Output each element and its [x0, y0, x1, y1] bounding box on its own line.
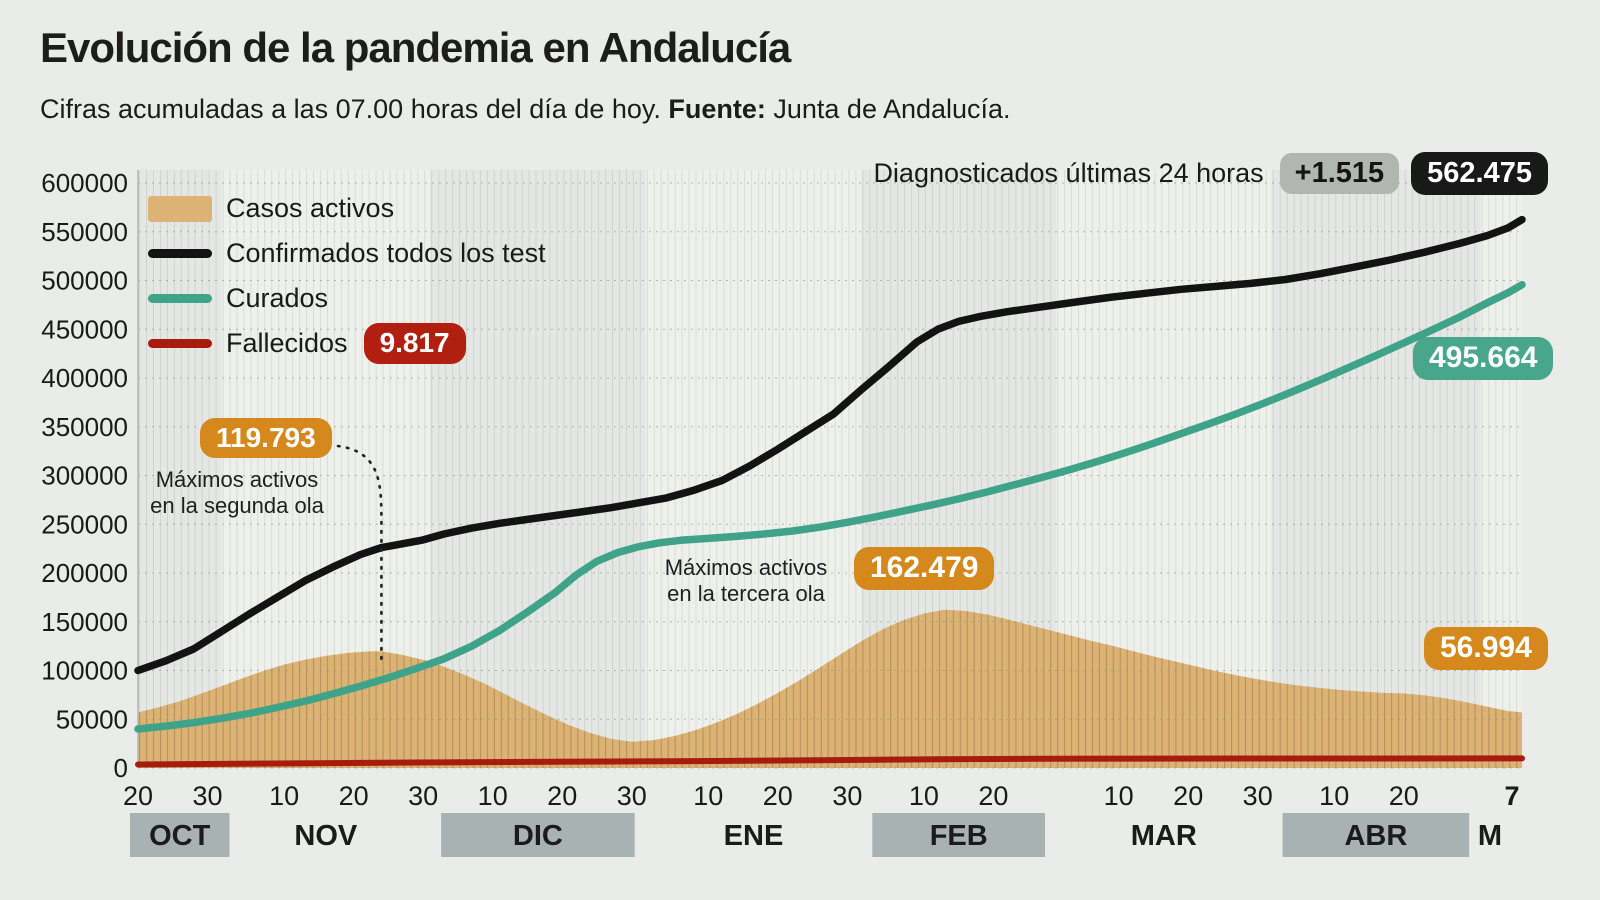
svg-text:ENE: ENE — [724, 820, 784, 852]
svg-text:450000: 450000 — [41, 314, 128, 344]
second-wave-max-badge: 119.793 — [200, 418, 332, 459]
daily-gridlines — [138, 170, 1522, 768]
annotation-line: en la tercera ola — [667, 580, 825, 606]
svg-text:20: 20 — [339, 781, 369, 811]
annotation-line: Máximos activos — [664, 555, 828, 580]
x-axis-labels: 20 30 10 20 30 10 20 30 10 20 30 10 20 10 20 30 10 20 7 — [123, 781, 1520, 811]
svg-text:20: 20 — [123, 781, 153, 811]
fallecidos-line — [135, 755, 1525, 768]
activos-current-badge: 56.994 — [1424, 627, 1548, 670]
svg-text:150000: 150000 — [41, 607, 128, 637]
svg-text:FEB: FEB — [930, 820, 988, 852]
svg-text:30: 30 — [1243, 781, 1273, 811]
casos-activos-swatch — [148, 195, 212, 222]
subtitle-text: Cifras acumuladas a las 07.00 horas del … — [40, 94, 669, 124]
svg-text:7: 7 — [1504, 781, 1519, 811]
svg-text:200000: 200000 — [41, 558, 128, 588]
svg-text:20: 20 — [547, 781, 577, 811]
fallecidos-total-badge: 9.817 — [363, 323, 466, 364]
svg-text:DIC: DIC — [513, 820, 563, 852]
third-wave-annotation: Máximos activos en la tercera ola — [648, 555, 844, 607]
svg-text:50000: 50000 — [56, 704, 128, 734]
svg-text:500000: 500000 — [41, 266, 128, 296]
svg-text:550000: 550000 — [41, 217, 128, 247]
legend: Casos activos Confirmados todos los test… — [148, 186, 546, 366]
confirmados-swatch — [148, 249, 212, 258]
svg-text:OCT: OCT — [149, 820, 211, 852]
legend-label: Confirmados todos los test — [226, 238, 546, 268]
svg-text:ABR: ABR — [1344, 820, 1407, 852]
legend-label: Fallecidos — [226, 328, 348, 358]
svg-text:400000: 400000 — [41, 363, 128, 393]
svg-text:10: 10 — [693, 781, 723, 811]
page-title: Evolución de la pandemia en Andalucía — [40, 24, 791, 71]
svg-text:300000: 300000 — [41, 461, 128, 491]
legend-item-confirmados: Confirmados todos los test — [148, 231, 546, 276]
page-subtitle: Cifras acumuladas a las 07.00 horas del … — [40, 94, 1011, 125]
fallecidos-swatch — [148, 339, 212, 348]
svg-text:M: M — [1478, 820, 1502, 852]
svg-text:20: 20 — [1389, 781, 1419, 811]
svg-text:10: 10 — [1104, 781, 1134, 811]
curados-line — [134, 280, 1526, 733]
svg-text:100000: 100000 — [41, 656, 128, 686]
second-wave-connector — [336, 444, 383, 661]
third-wave-max-badge: 162.479 — [854, 547, 995, 590]
svg-text:600000: 600000 — [41, 168, 128, 198]
legend-item-casos-activos: Casos activos — [148, 186, 546, 231]
annotation-line: en la segunda ola — [150, 492, 324, 518]
svg-text:0: 0 — [114, 753, 128, 783]
svg-text:20: 20 — [763, 781, 793, 811]
svg-text:30: 30 — [832, 781, 862, 811]
svg-text:10: 10 — [1319, 781, 1349, 811]
month-labels: OCT NOV DIC ENE FEB MAR ABR M — [130, 813, 1502, 857]
second-wave-annotation: Máximos activos en la segunda ola — [126, 467, 348, 519]
annotation-line: Máximos activos — [155, 467, 319, 492]
diagnosed-24h-label: Diagnosticados últimas 24 horas — [873, 158, 1264, 189]
svg-text:20: 20 — [978, 781, 1008, 811]
svg-text:NOV: NOV — [294, 820, 358, 852]
legend-label: Casos activos — [226, 193, 395, 223]
confirmados-total-badge: 562.475 — [1411, 152, 1548, 196]
legend-item-curados: Curados — [148, 276, 546, 321]
curados-total-badge: 495.664 — [1413, 337, 1554, 380]
svg-text:30: 30 — [617, 781, 647, 811]
diagnosed-24h-delta-badge: +1.515 — [1279, 153, 1400, 195]
svg-text:350000: 350000 — [41, 412, 128, 442]
svg-text:10: 10 — [909, 781, 939, 811]
legend-item-fallecidos: Fallecidos 9.817 — [148, 321, 546, 366]
subtitle-source-label: Fuente: — [668, 94, 766, 124]
diagnosed-24h-row: Diagnosticados últimas 24 horas +1.515 5… — [873, 152, 1548, 196]
subtitle-source-value: Junta de Andalucía. — [765, 94, 1011, 124]
svg-text:250000: 250000 — [41, 509, 128, 539]
svg-text:10: 10 — [269, 781, 299, 811]
curados-swatch — [148, 294, 212, 303]
svg-text:20: 20 — [1173, 781, 1203, 811]
svg-text:30: 30 — [192, 781, 222, 811]
legend-label: Curados — [226, 283, 329, 313]
svg-text:10: 10 — [478, 781, 508, 811]
confirmados-line — [134, 215, 1526, 675]
y-axis-labels: 0 50000 100000 150000 200000 250000 300000 3500… — [41, 168, 128, 783]
svg-text:30: 30 — [408, 781, 438, 811]
svg-text:MAR: MAR — [1131, 820, 1197, 852]
